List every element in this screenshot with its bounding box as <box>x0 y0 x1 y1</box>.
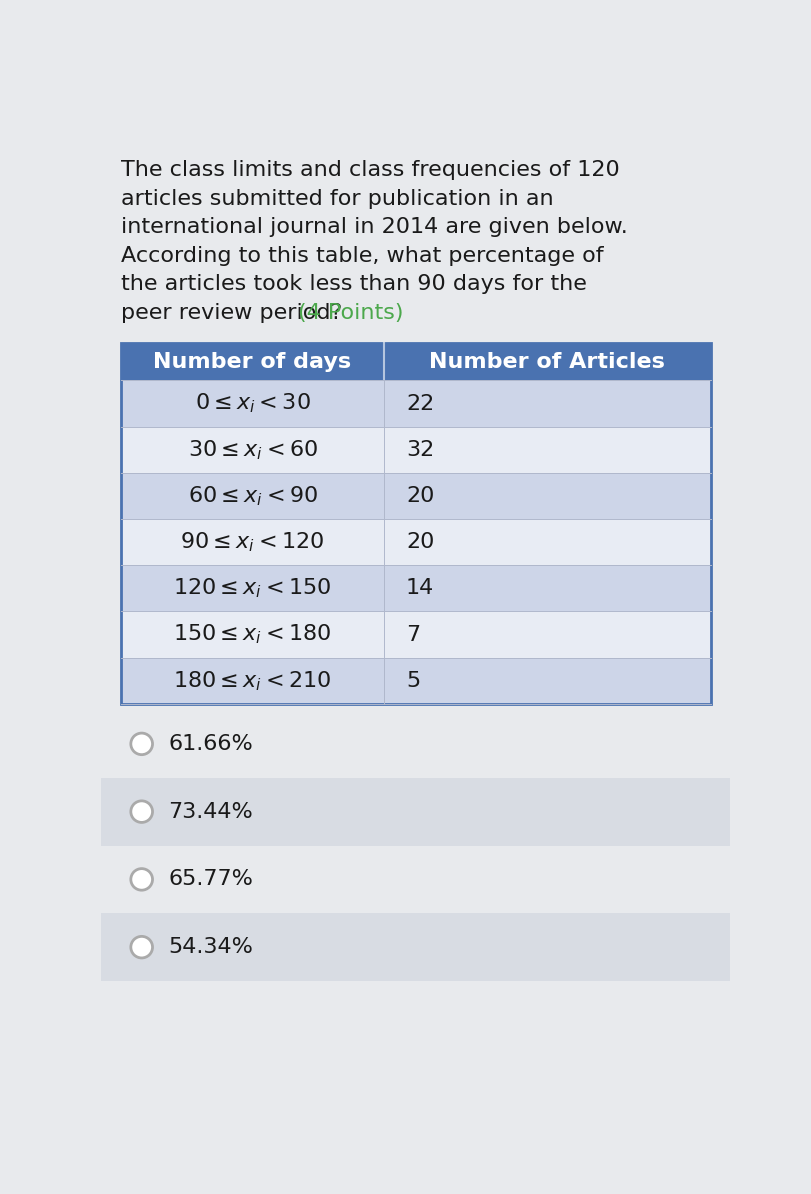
Text: the articles took less than 90 days for the: the articles took less than 90 days for … <box>121 275 586 294</box>
Text: 73.44%: 73.44% <box>168 801 253 821</box>
Text: $90 \leq x_i < 120$: $90 \leq x_i < 120$ <box>181 530 324 554</box>
Text: (4 Points): (4 Points) <box>298 302 403 322</box>
FancyBboxPatch shape <box>121 658 710 703</box>
Text: $120 \leq x_i < 150$: $120 \leq x_i < 150$ <box>174 577 332 601</box>
Text: 5: 5 <box>406 671 420 691</box>
Text: Number of Articles: Number of Articles <box>430 352 665 373</box>
FancyBboxPatch shape <box>101 777 730 845</box>
Text: 7: 7 <box>406 624 420 645</box>
Text: $0 \leq x_i < 30$: $0 \leq x_i < 30$ <box>195 392 311 416</box>
Text: international journal in 2014 are given below.: international journal in 2014 are given … <box>121 217 628 238</box>
FancyBboxPatch shape <box>121 473 710 519</box>
Text: $30 \leq x_i < 60$: $30 \leq x_i < 60$ <box>187 438 317 462</box>
Text: The class limits and class frequencies of 120: The class limits and class frequencies o… <box>121 160 620 180</box>
Text: 54.34%: 54.34% <box>168 937 253 958</box>
Text: $60 \leq x_i < 90$: $60 \leq x_i < 90$ <box>187 484 317 507</box>
Text: 20: 20 <box>406 486 435 506</box>
Text: Number of days: Number of days <box>153 352 351 373</box>
Circle shape <box>131 733 152 755</box>
Text: 61.66%: 61.66% <box>168 734 253 753</box>
Text: 22: 22 <box>406 394 434 413</box>
Text: peer review period?: peer review period? <box>121 302 349 322</box>
Text: 14: 14 <box>406 578 434 598</box>
Text: According to this table, what percentage of: According to this table, what percentage… <box>121 246 603 266</box>
FancyBboxPatch shape <box>121 611 710 658</box>
Text: articles submitted for publication in an: articles submitted for publication in an <box>121 189 553 209</box>
FancyBboxPatch shape <box>121 344 710 381</box>
Circle shape <box>131 801 152 823</box>
Text: $150 \leq x_i < 180$: $150 \leq x_i < 180$ <box>174 623 332 646</box>
FancyBboxPatch shape <box>101 913 730 981</box>
Circle shape <box>131 868 152 891</box>
FancyBboxPatch shape <box>121 426 710 473</box>
Text: $180 \leq x_i < 210$: $180 \leq x_i < 210$ <box>174 669 332 693</box>
Text: 32: 32 <box>406 439 434 460</box>
FancyBboxPatch shape <box>121 519 710 565</box>
Text: 20: 20 <box>406 533 435 552</box>
FancyBboxPatch shape <box>121 565 710 611</box>
FancyBboxPatch shape <box>121 381 710 426</box>
Text: 65.77%: 65.77% <box>168 869 253 890</box>
Circle shape <box>131 936 152 958</box>
